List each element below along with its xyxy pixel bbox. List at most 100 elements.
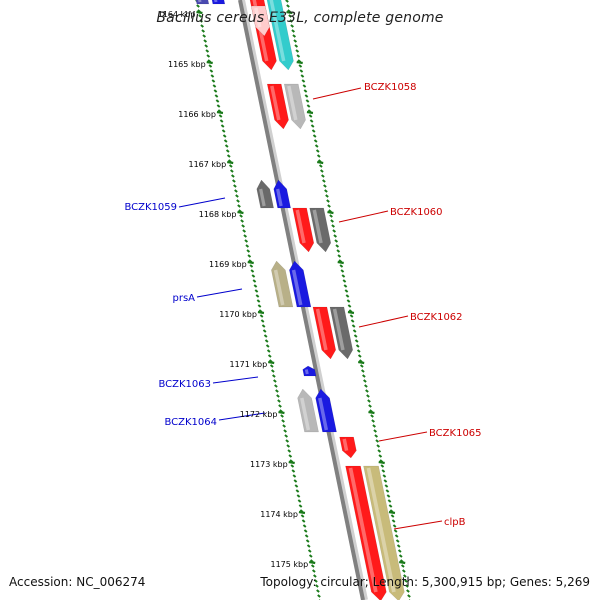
topology-text: Topology: circular; Length: 5,300,915 bp…: [260, 575, 590, 589]
kbp-label: 1174 kbp: [260, 510, 298, 519]
major-tick: [227, 160, 234, 165]
tick-mark: [395, 539, 400, 543]
tick-mark: [335, 244, 340, 248]
tick-mark: [276, 394, 280, 398]
tick-mark: [222, 134, 227, 138]
gene-arrow: [312, 306, 337, 360]
tick-mark: [340, 269, 345, 273]
major-tick: [347, 310, 355, 315]
tick-mark: [384, 484, 389, 488]
tick-mark: [351, 324, 356, 328]
tick-mark: [274, 384, 278, 388]
tick-mark: [305, 99, 310, 103]
tick-mark: [383, 479, 388, 483]
gene-highlight: [300, 397, 311, 431]
tick-mark: [301, 519, 306, 523]
tick-mark: [306, 544, 311, 548]
label-leaders: [178, 87, 443, 530]
tick-mark: [211, 79, 216, 83]
tick-mark: [271, 369, 275, 373]
tick-mark: [397, 549, 402, 553]
tick-mark: [206, 54, 211, 58]
major-tick: [216, 110, 224, 115]
gene-arrow: [250, 5, 270, 37]
tick-mark: [228, 164, 233, 168]
major-tick: [378, 460, 385, 465]
tick-mark: [272, 374, 276, 378]
tick-mark: [304, 94, 309, 98]
tick-mark: [390, 514, 395, 518]
gene-layer: [195, 0, 405, 600]
leader-line: [378, 431, 428, 442]
tick-mark: [236, 199, 240, 203]
tick-mark: [233, 184, 237, 188]
tick-mark: [294, 44, 299, 48]
tick-mark: [241, 224, 245, 228]
tick-mark: [371, 419, 375, 423]
gene-highlight: [270, 85, 281, 121]
tick-mark: [290, 24, 294, 28]
major-tick: [358, 360, 365, 365]
major-tick: [257, 310, 265, 315]
tick-mark: [298, 64, 303, 68]
tick-mark: [352, 329, 357, 333]
kbp-label: 1170 kbp: [219, 310, 257, 319]
tick-mark: [388, 504, 393, 508]
tick-mark: [341, 274, 346, 278]
tick-mark: [262, 329, 267, 333]
tick-mark: [199, 19, 203, 23]
tick-mark: [406, 589, 410, 593]
gene-label: BCZK1064: [164, 417, 217, 428]
tick-mark: [391, 519, 396, 523]
tick-mark: [242, 229, 246, 233]
tick-mark: [380, 464, 385, 468]
tick-mark: [370, 414, 374, 418]
tick-mark: [354, 339, 359, 343]
tick-mark: [290, 464, 295, 468]
tick-mark: [353, 334, 358, 338]
gene-arrow: [297, 388, 319, 433]
major-tick: [399, 560, 406, 565]
tick-mark: [337, 254, 342, 258]
tick-mark: [374, 434, 379, 438]
tick-mark: [346, 299, 351, 303]
tick-mark: [261, 324, 266, 328]
gene-label: clpB: [444, 517, 466, 528]
tick-mark: [220, 124, 225, 128]
tick-mark: [239, 214, 243, 218]
tick-mark: [375, 439, 380, 443]
leader-line: [212, 376, 259, 384]
tick-mark: [232, 179, 236, 183]
tick-mark: [323, 184, 327, 188]
tick-mark: [260, 319, 265, 323]
tick-mark: [398, 554, 403, 558]
tick-mark: [198, 14, 202, 18]
tick-mark: [287, 449, 292, 453]
gene-arrow: [256, 179, 274, 209]
gene-highlight: [366, 467, 396, 593]
gene-highlight: [269, 0, 286, 62]
tick-mark: [203, 39, 208, 43]
tick-mark: [324, 189, 328, 193]
tick-mark: [381, 469, 386, 473]
tick-mark: [291, 29, 295, 33]
kbp-label: 1167 kbp: [189, 160, 227, 169]
tick-mark: [385, 489, 390, 493]
tick-mark: [212, 84, 217, 88]
tick-mark: [264, 339, 269, 343]
kbp-label: 1169 kbp: [209, 260, 247, 269]
gene-arrow: [345, 465, 387, 600]
gene-arrow: [363, 465, 405, 600]
tick-mark: [362, 374, 366, 378]
major-tick: [268, 360, 275, 365]
tick-mark: [301, 79, 306, 83]
gene-highlight: [291, 269, 303, 306]
tick-mark: [216, 104, 221, 108]
tick-mark: [313, 574, 317, 578]
leader-line: [178, 197, 226, 208]
tick-mark: [402, 569, 406, 573]
tick-mark: [293, 479, 298, 483]
leader-line: [358, 315, 409, 328]
tick-mark: [218, 114, 223, 118]
tick-mark: [257, 304, 262, 308]
